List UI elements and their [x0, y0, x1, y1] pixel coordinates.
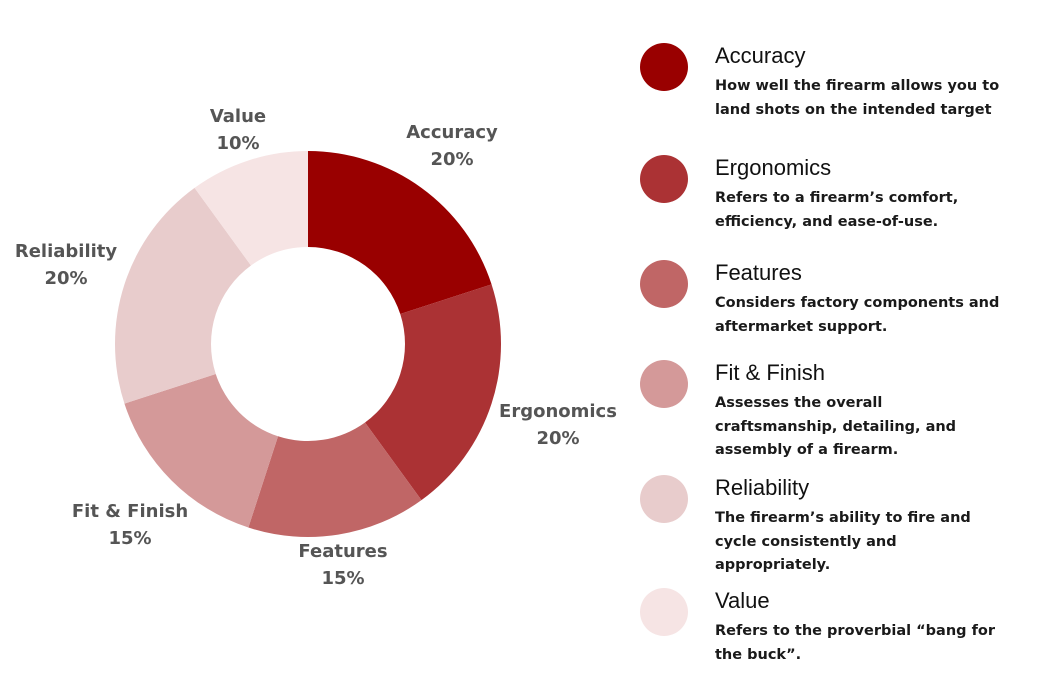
- slice-reliability: [115, 187, 251, 404]
- legend-description: Assesses the overall craftsmanship, deta…: [715, 395, 957, 458]
- slice-features: [248, 422, 422, 537]
- slice-category-label: Accuracy: [406, 122, 498, 143]
- legend-swatch: [640, 475, 688, 523]
- slice-value-label: 20%: [536, 428, 579, 449]
- legend-swatch: [640, 260, 688, 308]
- slice-value-label: 15%: [108, 528, 151, 549]
- legend-title: Reliability: [715, 475, 810, 500]
- legend-swatch: [640, 43, 688, 91]
- slice-category-label: Value: [210, 106, 266, 127]
- legend-description: Considers factory components and afterma…: [715, 295, 1000, 335]
- legend-description: Refers to a firearm’s comfort, efficienc…: [715, 190, 959, 230]
- slice-category-label: Fit & Finish: [72, 501, 188, 522]
- slice-category-label: Features: [298, 541, 387, 562]
- slice-value-label: 15%: [321, 568, 364, 589]
- slice-value: [194, 151, 308, 266]
- slice-fit-finish: [124, 373, 279, 528]
- legend-title: Features: [715, 260, 802, 285]
- legend-description: The firearm’s ability to fire and cycle …: [715, 510, 971, 573]
- slice-ergonomics: [365, 284, 501, 501]
- slice-value-label: 20%: [44, 268, 87, 289]
- legend-title: Fit & Finish: [715, 360, 826, 385]
- legend-title: Value: [715, 588, 770, 613]
- legend-title: Ergonomics: [715, 155, 832, 180]
- legend-description: Refers to the proverbial “bang for the b…: [715, 623, 995, 663]
- slice-value-label: 20%: [430, 149, 473, 170]
- legend-swatch: [640, 155, 688, 203]
- legend-swatch: [640, 360, 688, 408]
- legend-description: How well the firearm allows you to land …: [715, 78, 1000, 118]
- legend-title: Accuracy: [715, 43, 806, 68]
- legend-swatch: [640, 588, 688, 636]
- slice-accuracy: [308, 151, 492, 315]
- donut-chart: Accuracy 20% Ergonomics 20% Features 15% Fit &…: [15, 106, 617, 589]
- slice-category-label: Reliability: [15, 241, 118, 262]
- slice-value-label: 10%: [216, 133, 259, 154]
- slice-category-label: Ergonomics: [499, 401, 617, 422]
